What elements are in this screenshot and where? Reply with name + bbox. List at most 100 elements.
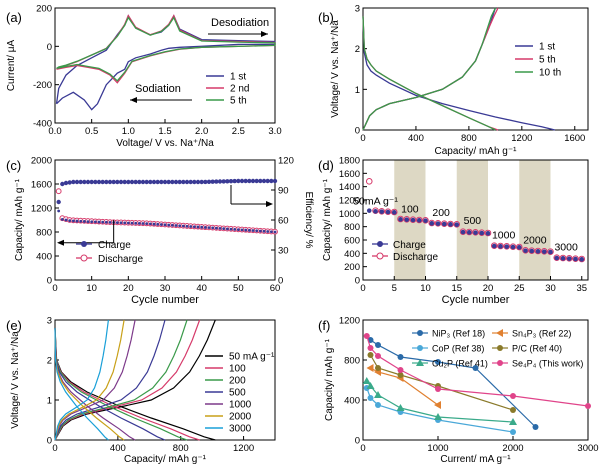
charge-point <box>504 244 510 249</box>
y-tick-label: 800 <box>36 228 52 239</box>
charge-point <box>163 223 167 227</box>
efficiency-point <box>78 179 83 185</box>
legend-item-label: 100 <box>229 364 246 375</box>
legend-item-label: 1000 <box>229 400 252 411</box>
charge-point <box>548 249 553 255</box>
rate-label: 3000 <box>554 242 578 254</box>
x-tick-label: 0.0 <box>48 126 61 137</box>
rate-label: 1000 <box>492 230 516 242</box>
efficiency-point <box>93 179 98 185</box>
shaded-band <box>519 160 551 280</box>
efficiency-point <box>195 179 201 185</box>
efficiency-point <box>269 178 274 184</box>
legend-label: Cu₂P (Ref 41) <box>432 359 488 369</box>
rate-point <box>509 418 517 425</box>
y-axis-label: Capacity/ mAh g⁻¹ <box>324 338 335 421</box>
y-tick-label: 1 <box>355 85 360 96</box>
charge-point <box>82 220 86 223</box>
charge-point <box>441 221 447 227</box>
legend-label: Sn₄P₃ (Ref 22) <box>512 329 571 339</box>
charge-point <box>273 230 277 234</box>
cv-curve <box>56 16 276 82</box>
efficiency-point <box>184 179 190 185</box>
annotation-desodiation: Desodiation <box>211 17 269 29</box>
charge-point <box>373 209 378 214</box>
y-tick-label: 1400 <box>339 182 360 193</box>
charge-point <box>57 209 61 213</box>
panel-a: (a) 0.0 0.5 1.0 1.5 2.0 2.5 3.0 -400 -200 0 200 Volt… <box>6 4 282 150</box>
y-axis-label: Capacity/ mAh g⁻¹ <box>322 178 333 261</box>
efficiency-point <box>144 179 149 185</box>
charge-point <box>196 225 200 229</box>
efficiency-point <box>199 179 204 185</box>
x-axis-label: Capacity/ mAh g⁻¹ <box>124 454 207 465</box>
charge-point <box>573 256 578 262</box>
charge-curve <box>54 319 136 441</box>
charge-point <box>262 229 266 233</box>
x-tick-label: 0 <box>360 133 365 144</box>
charge-point <box>233 227 237 231</box>
x-tick-label: 2.0 <box>195 126 208 137</box>
arrow-head <box>57 239 64 246</box>
charge-point <box>170 223 174 227</box>
y-tick-label: 2 <box>47 356 52 367</box>
efficiency-point <box>85 179 91 185</box>
efficiency-point <box>126 179 131 185</box>
charge-point <box>510 244 516 250</box>
x-tick-label: 35 <box>576 283 587 294</box>
efficiency-point <box>115 179 120 185</box>
charge-curve <box>54 319 166 441</box>
legend-item-label: 200 <box>229 376 246 387</box>
rate-point <box>362 377 371 384</box>
y-tick-label: -200 <box>33 80 52 91</box>
efficiency-point <box>166 179 171 185</box>
rate-label: 50mA g⁻¹ <box>353 196 398 208</box>
efficiency-point <box>82 179 87 185</box>
charge-point <box>240 228 244 232</box>
efficiency-point <box>221 179 226 184</box>
discharge-point <box>365 178 373 185</box>
efficiency-point <box>129 179 135 185</box>
charge-point <box>178 224 182 228</box>
panel-d: (d)0 5 10 15 20 25 30 3502004006008001000120014… <box>318 156 589 306</box>
legend-item-label: 50 mA g⁻¹ <box>229 352 275 363</box>
rate-point <box>435 386 441 392</box>
rate-point <box>585 403 591 409</box>
charge-point <box>214 226 218 230</box>
charge-point <box>435 221 441 226</box>
x-tick-label: 0 <box>360 443 365 454</box>
charge-point <box>541 249 547 254</box>
arrow-head <box>261 31 268 37</box>
charge-point <box>516 245 522 250</box>
efficiency-point <box>74 179 80 185</box>
y-tick-label: 0 <box>47 42 52 53</box>
charge-point <box>104 220 108 224</box>
rate-point <box>366 382 375 389</box>
efficiency-point <box>140 179 146 185</box>
legend-item-label: 1 st <box>230 72 246 83</box>
charge-point <box>255 229 259 233</box>
charge-point <box>126 221 130 225</box>
legend-discharge-label: Discharge <box>393 252 438 263</box>
plot-frame <box>362 7 589 131</box>
charge-point <box>535 249 541 254</box>
y2-tick-label: 60 <box>278 216 289 227</box>
charge-point <box>145 222 149 226</box>
rate-point <box>435 359 441 365</box>
legend-swatch-marker <box>416 359 424 366</box>
y2-tick-label: 90 <box>278 186 289 197</box>
charge-point <box>579 257 585 262</box>
charge-point <box>258 229 262 233</box>
charge-point <box>156 222 160 226</box>
charge-point <box>148 222 152 226</box>
x-tick-label: 2.5 <box>232 126 245 137</box>
efficiency-point <box>247 178 252 184</box>
x-axis-label: Cycle number <box>131 294 199 306</box>
charge-point <box>229 227 233 231</box>
x-tick-label: 20 <box>483 283 494 294</box>
y-tick-label: 400 <box>36 252 52 263</box>
panel-label: (c) <box>6 158 21 173</box>
charge-point <box>416 218 422 223</box>
x-tick-label: 1200 <box>233 443 254 454</box>
efficiency-point <box>265 178 270 184</box>
